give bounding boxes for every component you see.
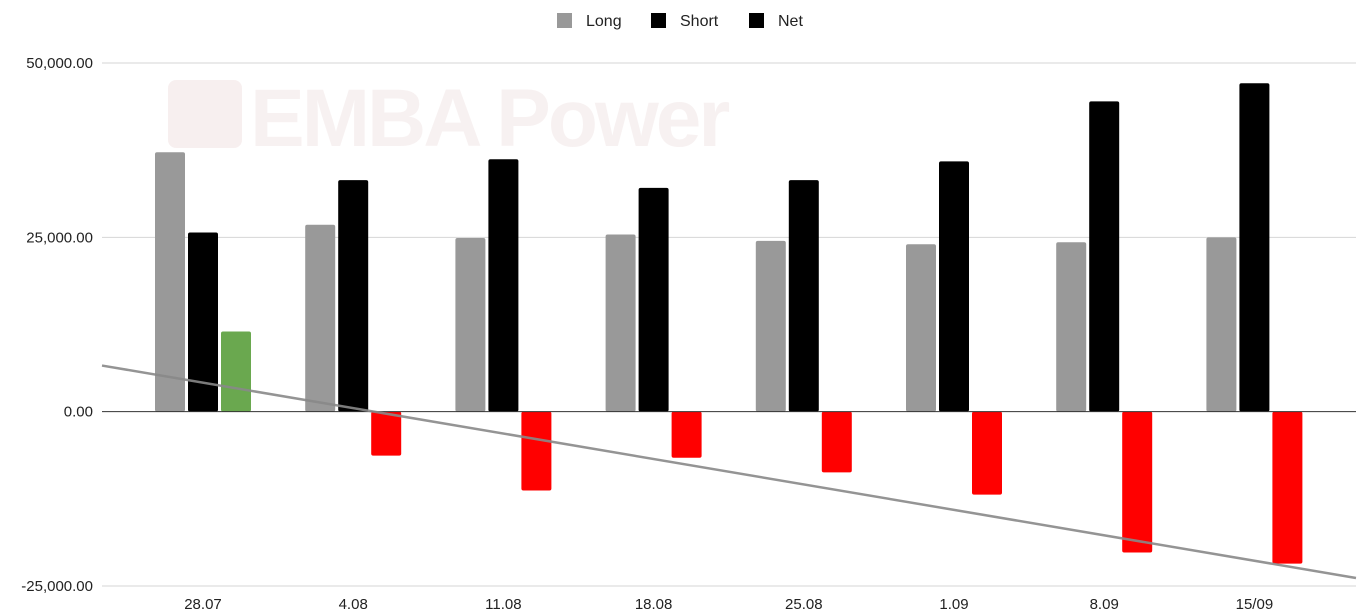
x-axis-labels: 28.07 4.08 11.08 18.08 25.08 1.09 8.09 15/09 xyxy=(184,596,1273,611)
bar-short-4 xyxy=(638,187,669,412)
bar-net-4 xyxy=(671,411,702,458)
x-tick-label: 15/09 xyxy=(1236,596,1274,611)
bar-long-2 xyxy=(305,224,336,412)
bar-short-2 xyxy=(338,180,369,412)
bar-long-3 xyxy=(455,238,486,412)
x-tick-label: 18.08 xyxy=(635,596,673,611)
legend-swatch xyxy=(557,13,572,28)
bar-net-3 xyxy=(521,411,552,491)
bar-short-5 xyxy=(788,180,819,412)
bar-net-1 xyxy=(221,331,251,412)
legend-swatch xyxy=(651,13,666,28)
bar-long-6 xyxy=(906,244,936,412)
x-tick-label: 28.07 xyxy=(184,596,222,611)
bar-short-3 xyxy=(488,159,519,412)
x-tick-label: 25.08 xyxy=(785,596,823,611)
watermark-logo-icon xyxy=(168,80,242,148)
watermark-text: EMBA Power xyxy=(250,73,729,164)
bar-long-4 xyxy=(605,234,636,412)
legend-label: Long xyxy=(586,13,622,30)
legend-label: Net xyxy=(778,13,803,30)
legend-label: Short xyxy=(680,13,719,30)
bar-long-5 xyxy=(755,240,786,412)
bar-net-7 xyxy=(1122,411,1153,553)
y-tick-label: -25,000.00 xyxy=(21,578,93,595)
bars xyxy=(155,83,1303,564)
bar-long-8 xyxy=(1206,237,1237,412)
bar-short-6 xyxy=(939,161,969,412)
legend[interactable]: Long Short Net xyxy=(557,13,803,30)
legend-item-short[interactable]: Short xyxy=(651,13,719,30)
legend-item-net[interactable]: Net xyxy=(749,13,803,30)
y-axis-labels: 50,000.00 25,000.00 0.00 -25,000.00 xyxy=(21,55,93,595)
bar-short-1 xyxy=(188,232,218,412)
legend-item-long[interactable]: Long xyxy=(557,13,622,30)
y-tick-label: 0.00 xyxy=(64,404,93,421)
watermark: EMBA Power xyxy=(168,73,732,164)
y-tick-label: 50,000.00 xyxy=(26,55,93,72)
x-tick-label: 8.09 xyxy=(1090,596,1119,611)
bar-net-2 xyxy=(371,411,402,456)
x-tick-label: 4.08 xyxy=(339,596,368,611)
x-tick-label: 1.09 xyxy=(939,596,968,611)
bar-short-8 xyxy=(1239,83,1270,412)
legend-swatch xyxy=(749,13,764,28)
bar-net-6 xyxy=(972,411,1002,495)
bar-net-8 xyxy=(1272,411,1303,564)
bar-short-7 xyxy=(1089,101,1120,412)
x-tick-label: 11.08 xyxy=(485,596,521,611)
bar-long-7 xyxy=(1056,242,1087,412)
trendline xyxy=(101,364,1357,580)
bar-net-5 xyxy=(821,411,852,473)
y-tick-label: 25,000.00 xyxy=(26,229,93,246)
bar-long-1 xyxy=(155,152,185,412)
